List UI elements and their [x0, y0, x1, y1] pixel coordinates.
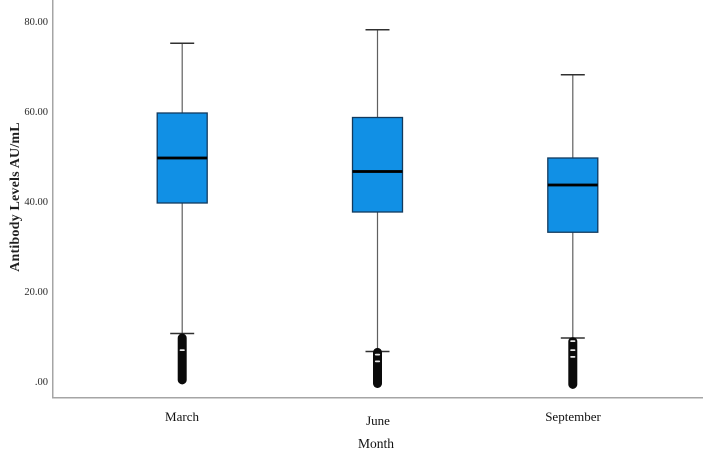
open-outlier-september-2	[570, 356, 576, 358]
x-axis-title: Month	[357, 436, 395, 451]
x-tick-label-september: September	[545, 409, 601, 424]
y-tick-label: 60.00	[24, 107, 48, 118]
x-tick-label-june: June	[366, 413, 390, 428]
y-tick-label: 20.00	[24, 287, 48, 298]
open-outlier-march-0	[179, 349, 185, 352]
median-line-march	[157, 156, 208, 160]
outlier-cluster-march	[177, 333, 187, 385]
open-outlier-june-1	[374, 360, 381, 363]
y-tick-label: .00	[34, 377, 48, 388]
median-line-september	[547, 183, 598, 187]
iqr-box-june	[351, 116, 404, 213]
outlier-cluster-june	[373, 347, 382, 388]
outlier-cluster-september	[568, 337, 578, 389]
iqr-box-september	[547, 157, 599, 233]
open-outlier-september-1	[570, 349, 576, 352]
y-tick-label: 80.00	[24, 17, 48, 28]
open-outlier-june-0	[374, 353, 381, 356]
open-outlier-september-0	[570, 340, 576, 343]
median-line-june	[352, 170, 403, 173]
x-tick-label-march: March	[165, 409, 199, 424]
y-tick-label: 40.00	[24, 197, 48, 208]
